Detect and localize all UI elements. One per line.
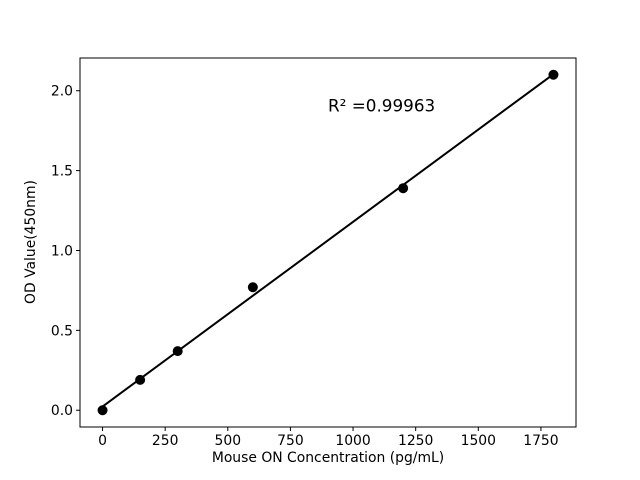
x-tick-label: 250 <box>152 433 179 449</box>
x-tick-label: 1500 <box>461 433 496 449</box>
plot-content: 0 250 500 750 1000 1250 1500 1750 0.0 0.5 1.0 1.5 2.… <box>51 69 559 449</box>
x-tick-label: 500 <box>215 433 242 449</box>
y-tick-label: 1.5 <box>51 164 73 180</box>
x-tick-label: 0 <box>98 433 107 449</box>
x-tick-label: 750 <box>277 433 304 449</box>
y-tick-label: 1.0 <box>51 243 73 259</box>
x-axis-label: Mouse ON Concentration (pg/mL) <box>212 450 444 466</box>
r-squared-annotation: R² =0.99963 <box>328 96 435 116</box>
standard-curve-point <box>548 69 559 80</box>
standard-curve-point <box>172 346 183 357</box>
y-axis-label: OD Value(450nm) <box>23 180 39 304</box>
standard-curve-point <box>398 183 409 194</box>
y-tick-label: 0.5 <box>51 323 73 339</box>
x-tick-label: 1000 <box>335 433 370 449</box>
y-tick-label: 2.0 <box>51 84 73 100</box>
x-tick-label: 1250 <box>398 433 433 449</box>
x-tick-label: 1750 <box>523 433 558 449</box>
standard-curve-point <box>247 282 258 293</box>
standard-curve-point <box>135 374 146 385</box>
standard-curve-point <box>97 405 108 416</box>
y-tick-label: 0.0 <box>51 403 73 419</box>
